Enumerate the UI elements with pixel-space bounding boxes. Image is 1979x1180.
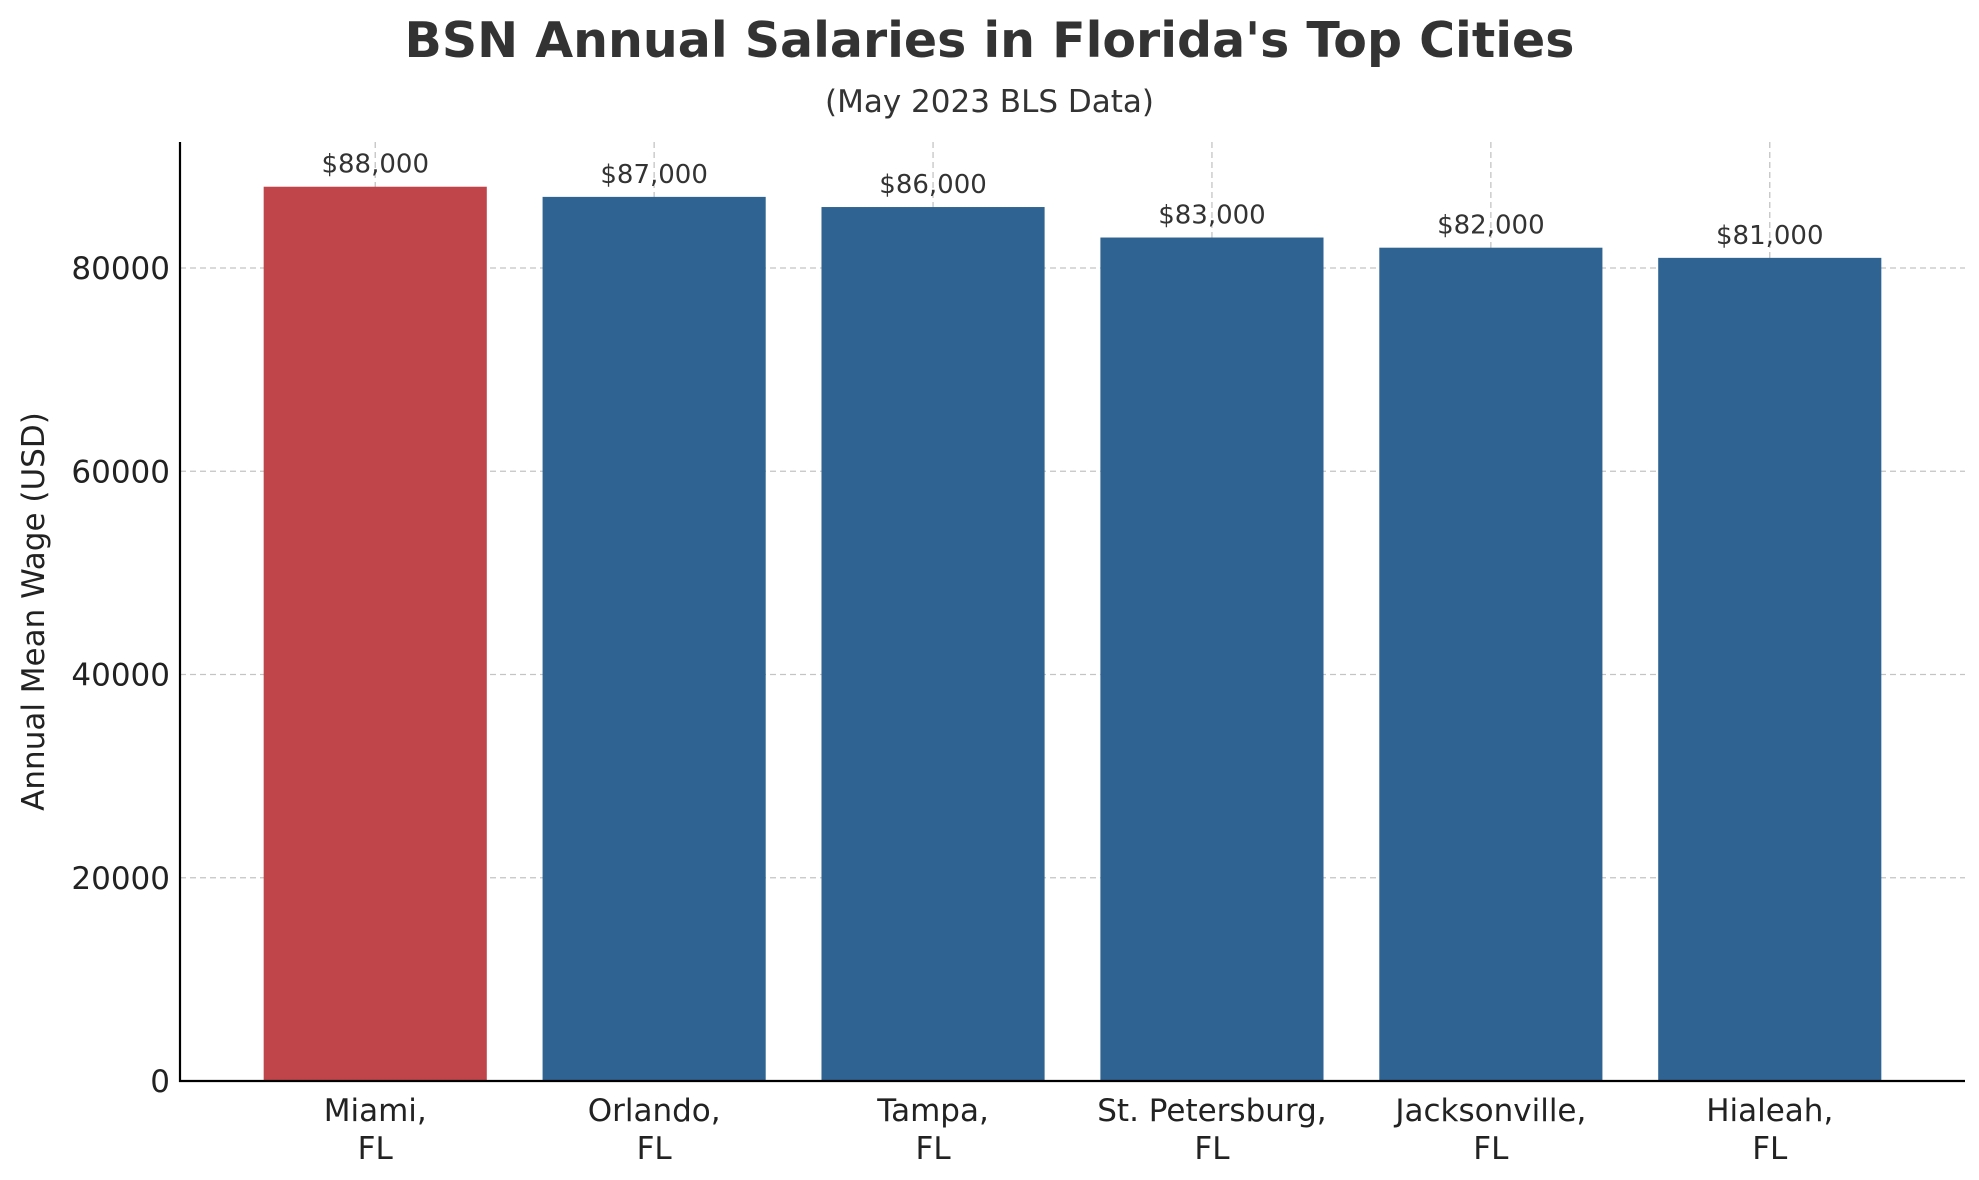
- y-tick-label-4: 80000: [71, 251, 170, 287]
- chart-title: BSN Annual Salaries in Florida's Top Cit…: [404, 12, 1575, 69]
- bar-0: [263, 186, 487, 1081]
- x-tick-label-4-1: FL: [1473, 1131, 1509, 1167]
- x-tick-label-3-1: FL: [1194, 1131, 1230, 1167]
- bar-3: [1100, 237, 1324, 1081]
- bar-value-label-3: $83,000: [1158, 201, 1266, 231]
- bar-5: [1658, 257, 1882, 1081]
- bar-value-label-1: $87,000: [600, 160, 708, 190]
- bar-value-label-2: $86,000: [879, 170, 987, 200]
- y-axis-label: Annual Mean Wage (USD): [16, 412, 52, 811]
- bar-value-label-5: $81,000: [1716, 221, 1824, 251]
- x-tick-label-0-0: Miami,: [324, 1093, 427, 1129]
- bar-2: [821, 207, 1045, 1082]
- x-tick-label-1-1: FL: [637, 1131, 673, 1167]
- x-tick-label-2-0: Tampa,: [876, 1093, 989, 1129]
- bar-4: [1379, 247, 1603, 1082]
- y-tick-label-3: 60000: [71, 454, 170, 490]
- x-tick-label-2-1: FL: [915, 1131, 951, 1167]
- y-tick-label-1: 20000: [71, 861, 170, 897]
- bar-1: [542, 196, 766, 1082]
- y-tick-label-2: 40000: [71, 658, 170, 694]
- bar-value-label-0: $88,000: [321, 150, 429, 180]
- x-tick-label-5-1: FL: [1752, 1131, 1788, 1167]
- y-tick-label-0: 0: [150, 1064, 170, 1100]
- bar-value-label-4: $82,000: [1437, 211, 1545, 241]
- x-tick-label-4-0: Jacksonville,: [1393, 1093, 1586, 1129]
- x-tick-label-1-0: Orlando,: [588, 1093, 721, 1129]
- x-tick-label-3-0: St. Petersburg,: [1097, 1093, 1326, 1129]
- x-tick-label-5-0: Hialeah,: [1706, 1093, 1833, 1129]
- x-tick-label-0-1: FL: [358, 1131, 394, 1167]
- chart-subtitle: (May 2023 BLS Data): [825, 84, 1154, 120]
